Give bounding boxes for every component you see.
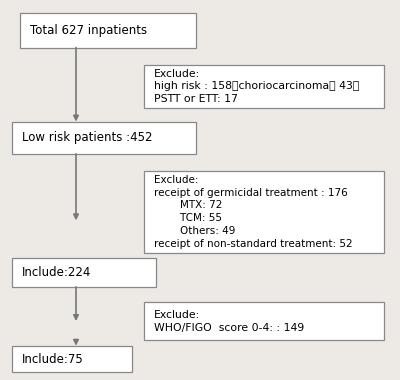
Text: Exclude:
receipt of germicidal treatment : 176
        MTX: 72
        TCM: 55
 : Exclude: receipt of germicidal treatment… [154, 175, 353, 249]
FancyBboxPatch shape [144, 65, 384, 108]
FancyBboxPatch shape [20, 13, 196, 48]
FancyBboxPatch shape [144, 171, 384, 253]
Text: Total 627 inpatients: Total 627 inpatients [30, 24, 147, 37]
FancyBboxPatch shape [144, 302, 384, 340]
Text: Include:75: Include:75 [22, 353, 84, 366]
FancyBboxPatch shape [12, 258, 156, 287]
FancyBboxPatch shape [12, 346, 132, 372]
Text: Exclude:
WHO/FIGO  score 0-4: : 149: Exclude: WHO/FIGO score 0-4: : 149 [154, 310, 304, 332]
Text: Low risk patients :452: Low risk patients :452 [22, 131, 152, 144]
Text: Exclude:
high risk : 158（choriocarcinoma： 43）
PSTT or ETT: 17: Exclude: high risk : 158（choriocarcinoma… [154, 69, 359, 104]
FancyBboxPatch shape [12, 122, 196, 154]
Text: Include:224: Include:224 [22, 266, 91, 279]
